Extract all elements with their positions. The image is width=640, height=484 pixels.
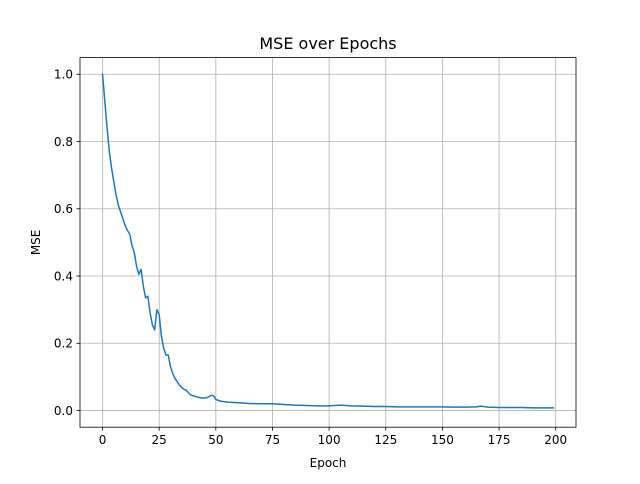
y-tick-label: 0.4: [54, 269, 73, 283]
y-axis: 0.0 0.2 0.4 0.6 0.8 1.0: [54, 68, 80, 418]
x-tick-label: 100: [318, 433, 341, 447]
series-layer: [101, 73, 555, 409]
plot-area-frame: [79, 57, 577, 428]
chart-title: MSE over Epochs: [259, 34, 396, 53]
x-tick-label: 50: [208, 433, 223, 447]
x-axis: 0 25 50 75 100 125 150 175 200: [99, 427, 567, 447]
y-tick-label: 0.8: [54, 135, 73, 149]
y-tick-label: 0.2: [54, 337, 73, 351]
y-tick-label: 0.6: [54, 202, 73, 216]
x-tick-label: 25: [152, 433, 167, 447]
x-tick-label: 125: [374, 433, 397, 447]
y-tick-label: 0.0: [54, 404, 73, 418]
mse-series-line: [101, 73, 555, 409]
x-axis-label: Epoch: [310, 456, 347, 470]
x-tick-label: 75: [265, 433, 280, 447]
x-tick-label: 150: [431, 433, 454, 447]
x-tick-label: 0: [99, 433, 107, 447]
y-axis-label: MSE: [29, 230, 43, 256]
y-tick-label: 1.0: [54, 68, 73, 82]
x-tick-label: 175: [488, 433, 511, 447]
x-tick-label: 200: [544, 433, 567, 447]
grid-layer: [80, 57, 576, 428]
